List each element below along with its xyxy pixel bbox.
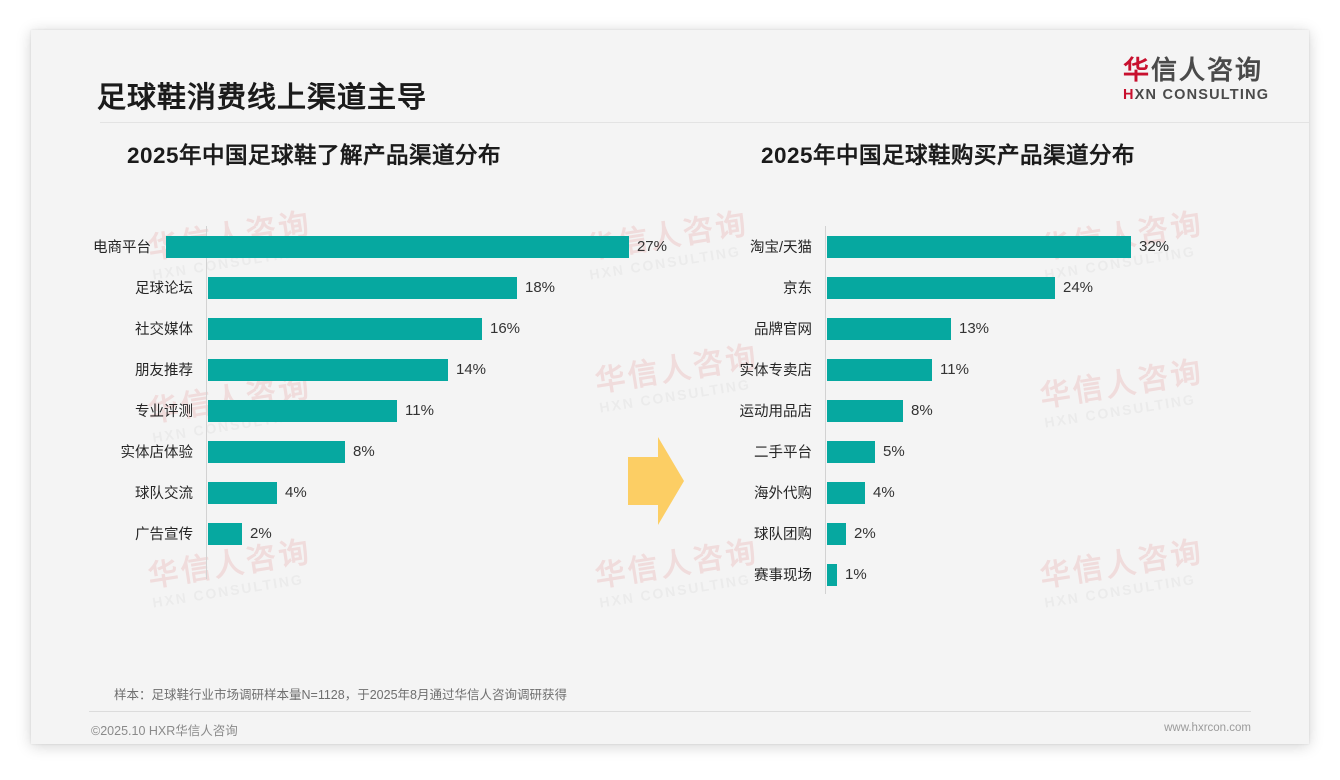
header-divider — [100, 122, 1309, 123]
category-label: 运动用品店 — [739, 404, 813, 420]
bar — [827, 276, 1055, 299]
bar — [165, 235, 629, 258]
category-label: 实体专卖店 — [739, 363, 813, 379]
table-row: 二手平台 5% — [731, 431, 1291, 472]
table-row: 社交媒体 16% — [67, 308, 667, 349]
bar-value-label: 2% — [250, 525, 272, 542]
table-row: 专业评测 11% — [67, 390, 667, 431]
table-row: 球队团购 2% — [731, 513, 1291, 554]
slide-card: 华信人咨询 HXN CONSULTING 华信人咨询 HXN CONSULTIN… — [31, 30, 1309, 744]
bar — [208, 481, 277, 504]
category-label: 淘宝/天猫 — [749, 240, 812, 256]
table-row: 海外代购 4% — [731, 472, 1291, 513]
source-footnote: 样本：足球鞋行业市场调研样本量N=1128，于2025年8月通过华信人咨询调研获… — [114, 688, 567, 702]
category-label: 电商平台 — [92, 240, 151, 256]
category-label: 专业评测 — [135, 404, 193, 420]
slide-header: 足球鞋消费线上渠道主导 华信人咨询 HXN CONSULTING — [31, 30, 1309, 122]
category-label: 足球论坛 — [135, 281, 193, 297]
logo-en-rest: XN CONSULTING — [1134, 87, 1270, 104]
table-row: 朋友推荐 14% — [67, 349, 667, 390]
brand-logo: 华信人咨询 HXN CONSULTING — [1123, 55, 1271, 103]
bar — [827, 358, 932, 381]
bar-value-label: 13% — [959, 320, 990, 337]
y-axis-line — [825, 226, 826, 594]
logo-h-char: H — [1123, 87, 1135, 104]
category-label: 实体店体验 — [120, 445, 194, 461]
table-row: 品牌官网 13% — [731, 308, 1291, 349]
bar-value-label: 24% — [1063, 279, 1094, 296]
bar — [208, 399, 397, 422]
watermark-en-text: HXN CONSULTING — [151, 570, 305, 611]
chart-awareness-channels: 2025年中国足球鞋了解产品渠道分布 电商平台 27% 足球论坛 18% 社交媒… — [67, 138, 667, 579]
bar-value-label: 27% — [636, 238, 667, 255]
table-row: 电商平台 27% — [67, 226, 667, 267]
category-label: 京东 — [783, 281, 812, 297]
bar-value-label: 8% — [911, 402, 933, 419]
right-arrow-icon — [628, 437, 684, 525]
bar-value-label: 11% — [940, 361, 969, 378]
category-label: 球队交流 — [135, 486, 193, 502]
category-label: 广告宣传 — [135, 527, 193, 543]
bar-value-label: 1% — [845, 566, 867, 583]
bar-value-label: 4% — [873, 484, 895, 501]
bar-value-label: 16% — [490, 320, 521, 337]
chart-title: 2025年中国足球鞋了解产品渠道分布 — [127, 143, 502, 168]
bar — [827, 522, 846, 545]
page-title: 足球鞋消费线上渠道主导 — [97, 82, 428, 114]
logo-en-text: HXN CONSULTING — [1123, 87, 1271, 103]
logo-cn-text: 华信人咨询 — [1123, 55, 1271, 85]
bar — [208, 317, 482, 340]
bar — [827, 235, 1131, 258]
chart-title: 2025年中国足球鞋购买产品渠道分布 — [761, 143, 1136, 168]
bar — [827, 399, 903, 422]
category-label: 朋友推荐 — [135, 363, 193, 379]
category-label: 赛事现场 — [754, 568, 812, 584]
table-row: 实体店体验 8% — [67, 431, 667, 472]
table-row: 足球论坛 18% — [67, 267, 667, 308]
bar-value-label: 5% — [883, 443, 905, 460]
logo-cn-rest: 信人咨询 — [1151, 55, 1264, 85]
category-label: 品牌官网 — [754, 322, 812, 338]
table-row: 京东 24% — [731, 267, 1291, 308]
copyright-text: ©2025.10 HXR华信人咨询 — [91, 724, 238, 738]
table-row: 球队交流 4% — [67, 472, 667, 513]
bar — [208, 522, 242, 545]
table-row: 淘宝/天猫 32% — [731, 226, 1291, 267]
chart-plot-area: 电商平台 27% 足球论坛 18% 社交媒体 16% 朋友推荐 14% 专业评测 — [67, 226, 667, 579]
table-row: 实体专卖店 11% — [731, 349, 1291, 390]
y-axis-line — [206, 226, 207, 579]
bar-value-label: 8% — [353, 443, 375, 460]
table-row: 广告宣传 2% — [67, 513, 667, 554]
table-row: 赛事现场 1% — [731, 554, 1291, 595]
category-label: 海外代购 — [754, 486, 812, 502]
table-row: 运动用品店 8% — [731, 390, 1291, 431]
category-label: 社交媒体 — [135, 322, 193, 338]
bar-value-label: 4% — [285, 484, 307, 501]
bar-value-label: 14% — [456, 361, 487, 378]
chart-purchase-channels: 2025年中国足球鞋购买产品渠道分布 淘宝/天猫 32% 京东 24% 品牌官网… — [731, 138, 1291, 595]
footer-divider — [89, 711, 1251, 712]
bar-value-label: 2% — [854, 525, 876, 542]
website-url[interactable]: www.hxrcon.com — [1164, 722, 1251, 734]
bar — [827, 440, 875, 463]
bar — [208, 358, 448, 381]
bar — [208, 276, 517, 299]
logo-hua-char: 华 — [1123, 55, 1152, 85]
bar-value-label: 32% — [1139, 238, 1170, 255]
chart-plot-area: 淘宝/天猫 32% 京东 24% 品牌官网 13% 实体专卖店 11% 运动用品… — [731, 226, 1291, 595]
category-label: 二手平台 — [754, 445, 812, 461]
bar — [827, 317, 951, 340]
category-label: 球队团购 — [754, 527, 812, 543]
bar — [827, 563, 837, 586]
bar-value-label: 11% — [405, 402, 434, 419]
bar — [827, 481, 865, 504]
bar — [208, 440, 345, 463]
bar-value-label: 18% — [525, 279, 556, 296]
